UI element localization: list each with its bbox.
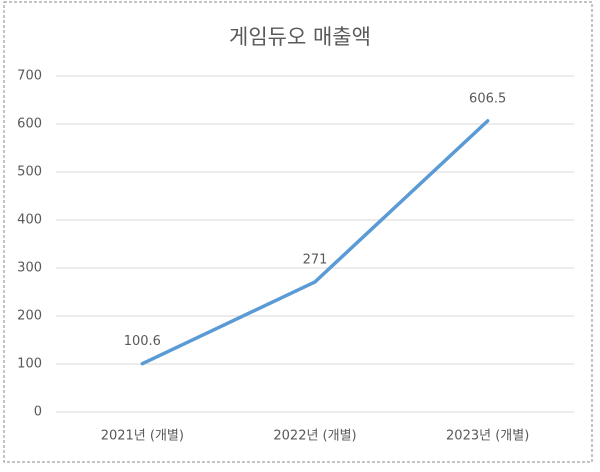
y-tick-label: 600 [17, 117, 42, 132]
x-tick-label: 2022년 (개별) [273, 429, 356, 444]
data-label: 271 [303, 252, 328, 267]
data-label: 606.5 [469, 91, 506, 106]
y-tick-label: 300 [17, 261, 42, 276]
y-tick-label: 500 [17, 165, 42, 180]
chart-title: 게임듀오 매출액 [229, 25, 371, 49]
line [140, 119, 490, 366]
data-label: 100.6 [124, 334, 161, 349]
y-tick-label: 0 [34, 405, 42, 420]
chart-border [3, 1, 593, 463]
y-tick-label: 100 [17, 357, 42, 372]
x-tick-label: 2021년 (개별) [101, 429, 184, 444]
x-tick-label: 2023년 (개별) [446, 429, 529, 444]
y-tick-label: 400 [17, 213, 42, 228]
y-tick-label: 700 [17, 69, 42, 84]
y-tick-label: 200 [17, 309, 42, 324]
